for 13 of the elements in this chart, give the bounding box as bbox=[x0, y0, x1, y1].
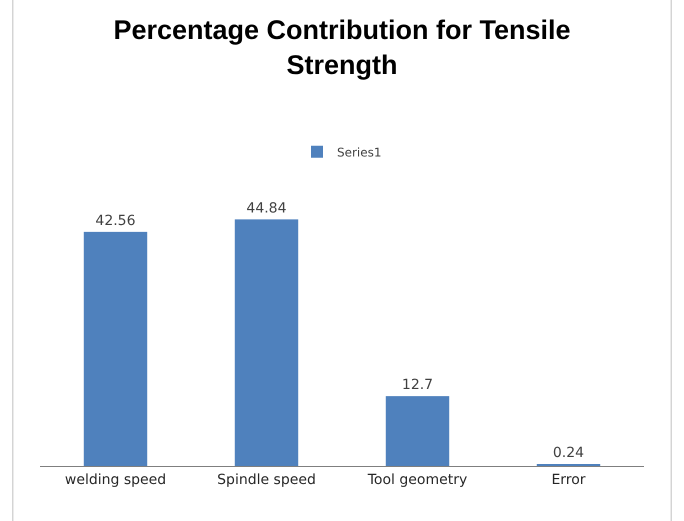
bar bbox=[386, 396, 450, 466]
data-label: 42.56 bbox=[95, 212, 136, 229]
bar bbox=[84, 232, 148, 466]
x-tick-label: Error bbox=[551, 472, 586, 488]
data-label: 44.84 bbox=[246, 200, 287, 216]
x-tick-label: welding speed bbox=[64, 472, 166, 488]
data-label: 0.24 bbox=[552, 445, 584, 461]
x-tick-label: Tool geometry bbox=[366, 472, 468, 488]
data-label: 12.7 bbox=[402, 377, 434, 394]
chart-title: Percentage Contribution for Tensile Strength bbox=[113, 15, 571, 80]
legend-label: Series1 bbox=[337, 145, 382, 160]
bar bbox=[234, 219, 298, 466]
x-tick-label: Spindle speed bbox=[217, 472, 316, 488]
